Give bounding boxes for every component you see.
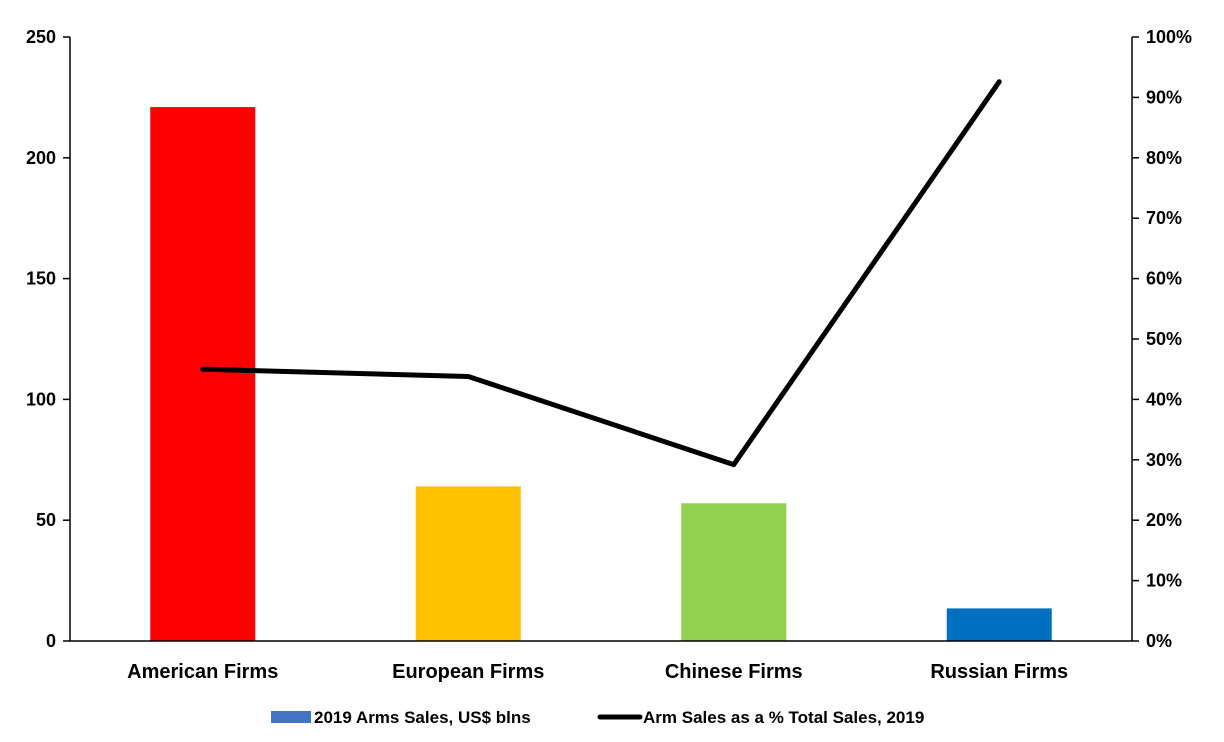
right-tick-label: 60%: [1146, 269, 1182, 289]
right-tick-label: 0%: [1146, 631, 1172, 651]
bar-european-firms: [415, 486, 521, 641]
legend-swatch-bar: [271, 711, 311, 723]
line-series: [200, 79, 1002, 468]
left-tick-label: 200: [26, 148, 56, 168]
category-label-american-firms: American Firms: [127, 661, 278, 683]
left-tick-label: 100: [26, 389, 56, 409]
left-tick-label: 50: [36, 510, 56, 530]
legend: 2019 Arms Sales, US$ blns Arm Sales as a …: [271, 708, 924, 727]
right-tick-label: 90%: [1146, 87, 1182, 107]
right-tick-label: 80%: [1146, 148, 1182, 168]
right-tick-label: 50%: [1146, 329, 1182, 349]
left-tick-label: 0: [46, 631, 56, 651]
category-labels: American Firms European Firms Chinese Firm…: [127, 661, 1068, 683]
left-axis-ticks: 0 50 100 150 200 250: [26, 27, 70, 651]
legend-label-bar: 2019 Arms Sales, US$ blns: [314, 708, 531, 727]
right-tick-label: 30%: [1146, 450, 1182, 470]
left-tick-label: 150: [26, 269, 56, 289]
right-tick-label: 20%: [1146, 510, 1182, 530]
right-tick-label: 100%: [1146, 27, 1192, 47]
bar-american-firms: [150, 107, 256, 641]
right-axis-ticks: 0% 10% 20% 30% 40% 50% 60% 70% 80% 90% 100%: [1132, 27, 1192, 651]
category-label-russian-firms: Russian Firms: [930, 661, 1068, 683]
right-tick-label: 10%: [1146, 571, 1182, 591]
line-arm-sales-percent: [200, 79, 1002, 468]
category-label-european-firms: European Firms: [392, 661, 544, 683]
category-label-chinese-firms: Chinese Firms: [665, 661, 803, 683]
bar-russian-firms: [946, 608, 1052, 641]
right-tick-label: 70%: [1146, 208, 1182, 228]
right-tick-label: 40%: [1146, 389, 1182, 409]
bar-series: [150, 107, 1052, 641]
bar-chinese-firms: [681, 503, 787, 641]
legend-label-line: Arm Sales as a % Total Sales, 2019: [643, 708, 924, 727]
left-tick-label: 250: [26, 27, 56, 47]
